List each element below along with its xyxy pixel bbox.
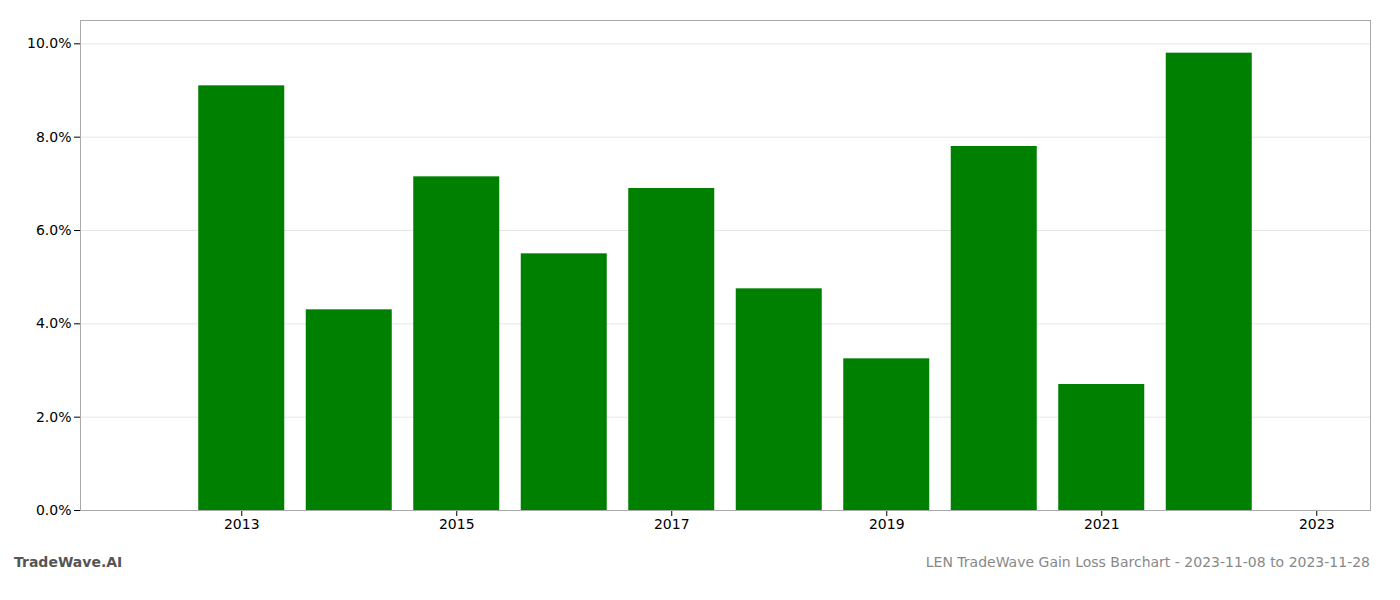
svg-text:2017: 2017: [654, 516, 690, 532]
svg-text:4.0%: 4.0%: [36, 315, 72, 331]
svg-text:2015: 2015: [439, 516, 475, 532]
svg-text:8.0%: 8.0%: [36, 129, 72, 145]
svg-text:2.0%: 2.0%: [36, 409, 72, 425]
svg-text:2019: 2019: [869, 516, 905, 532]
svg-text:2021: 2021: [1084, 516, 1120, 532]
svg-text:2013: 2013: [224, 516, 260, 532]
svg-text:6.0%: 6.0%: [36, 222, 72, 238]
svg-text:0.0%: 0.0%: [36, 502, 72, 518]
html-text:LEN TradeWave Gain Loss Barcha: LEN TradeWave Gain Loss Barchart - 2023-…: [925, 554, 1370, 570]
html-text:TradeWave.AI: TradeWave.AI: [14, 554, 123, 570]
svg-text:2023: 2023: [1299, 516, 1335, 532]
svg-text:10.0%: 10.0%: [27, 35, 71, 51]
